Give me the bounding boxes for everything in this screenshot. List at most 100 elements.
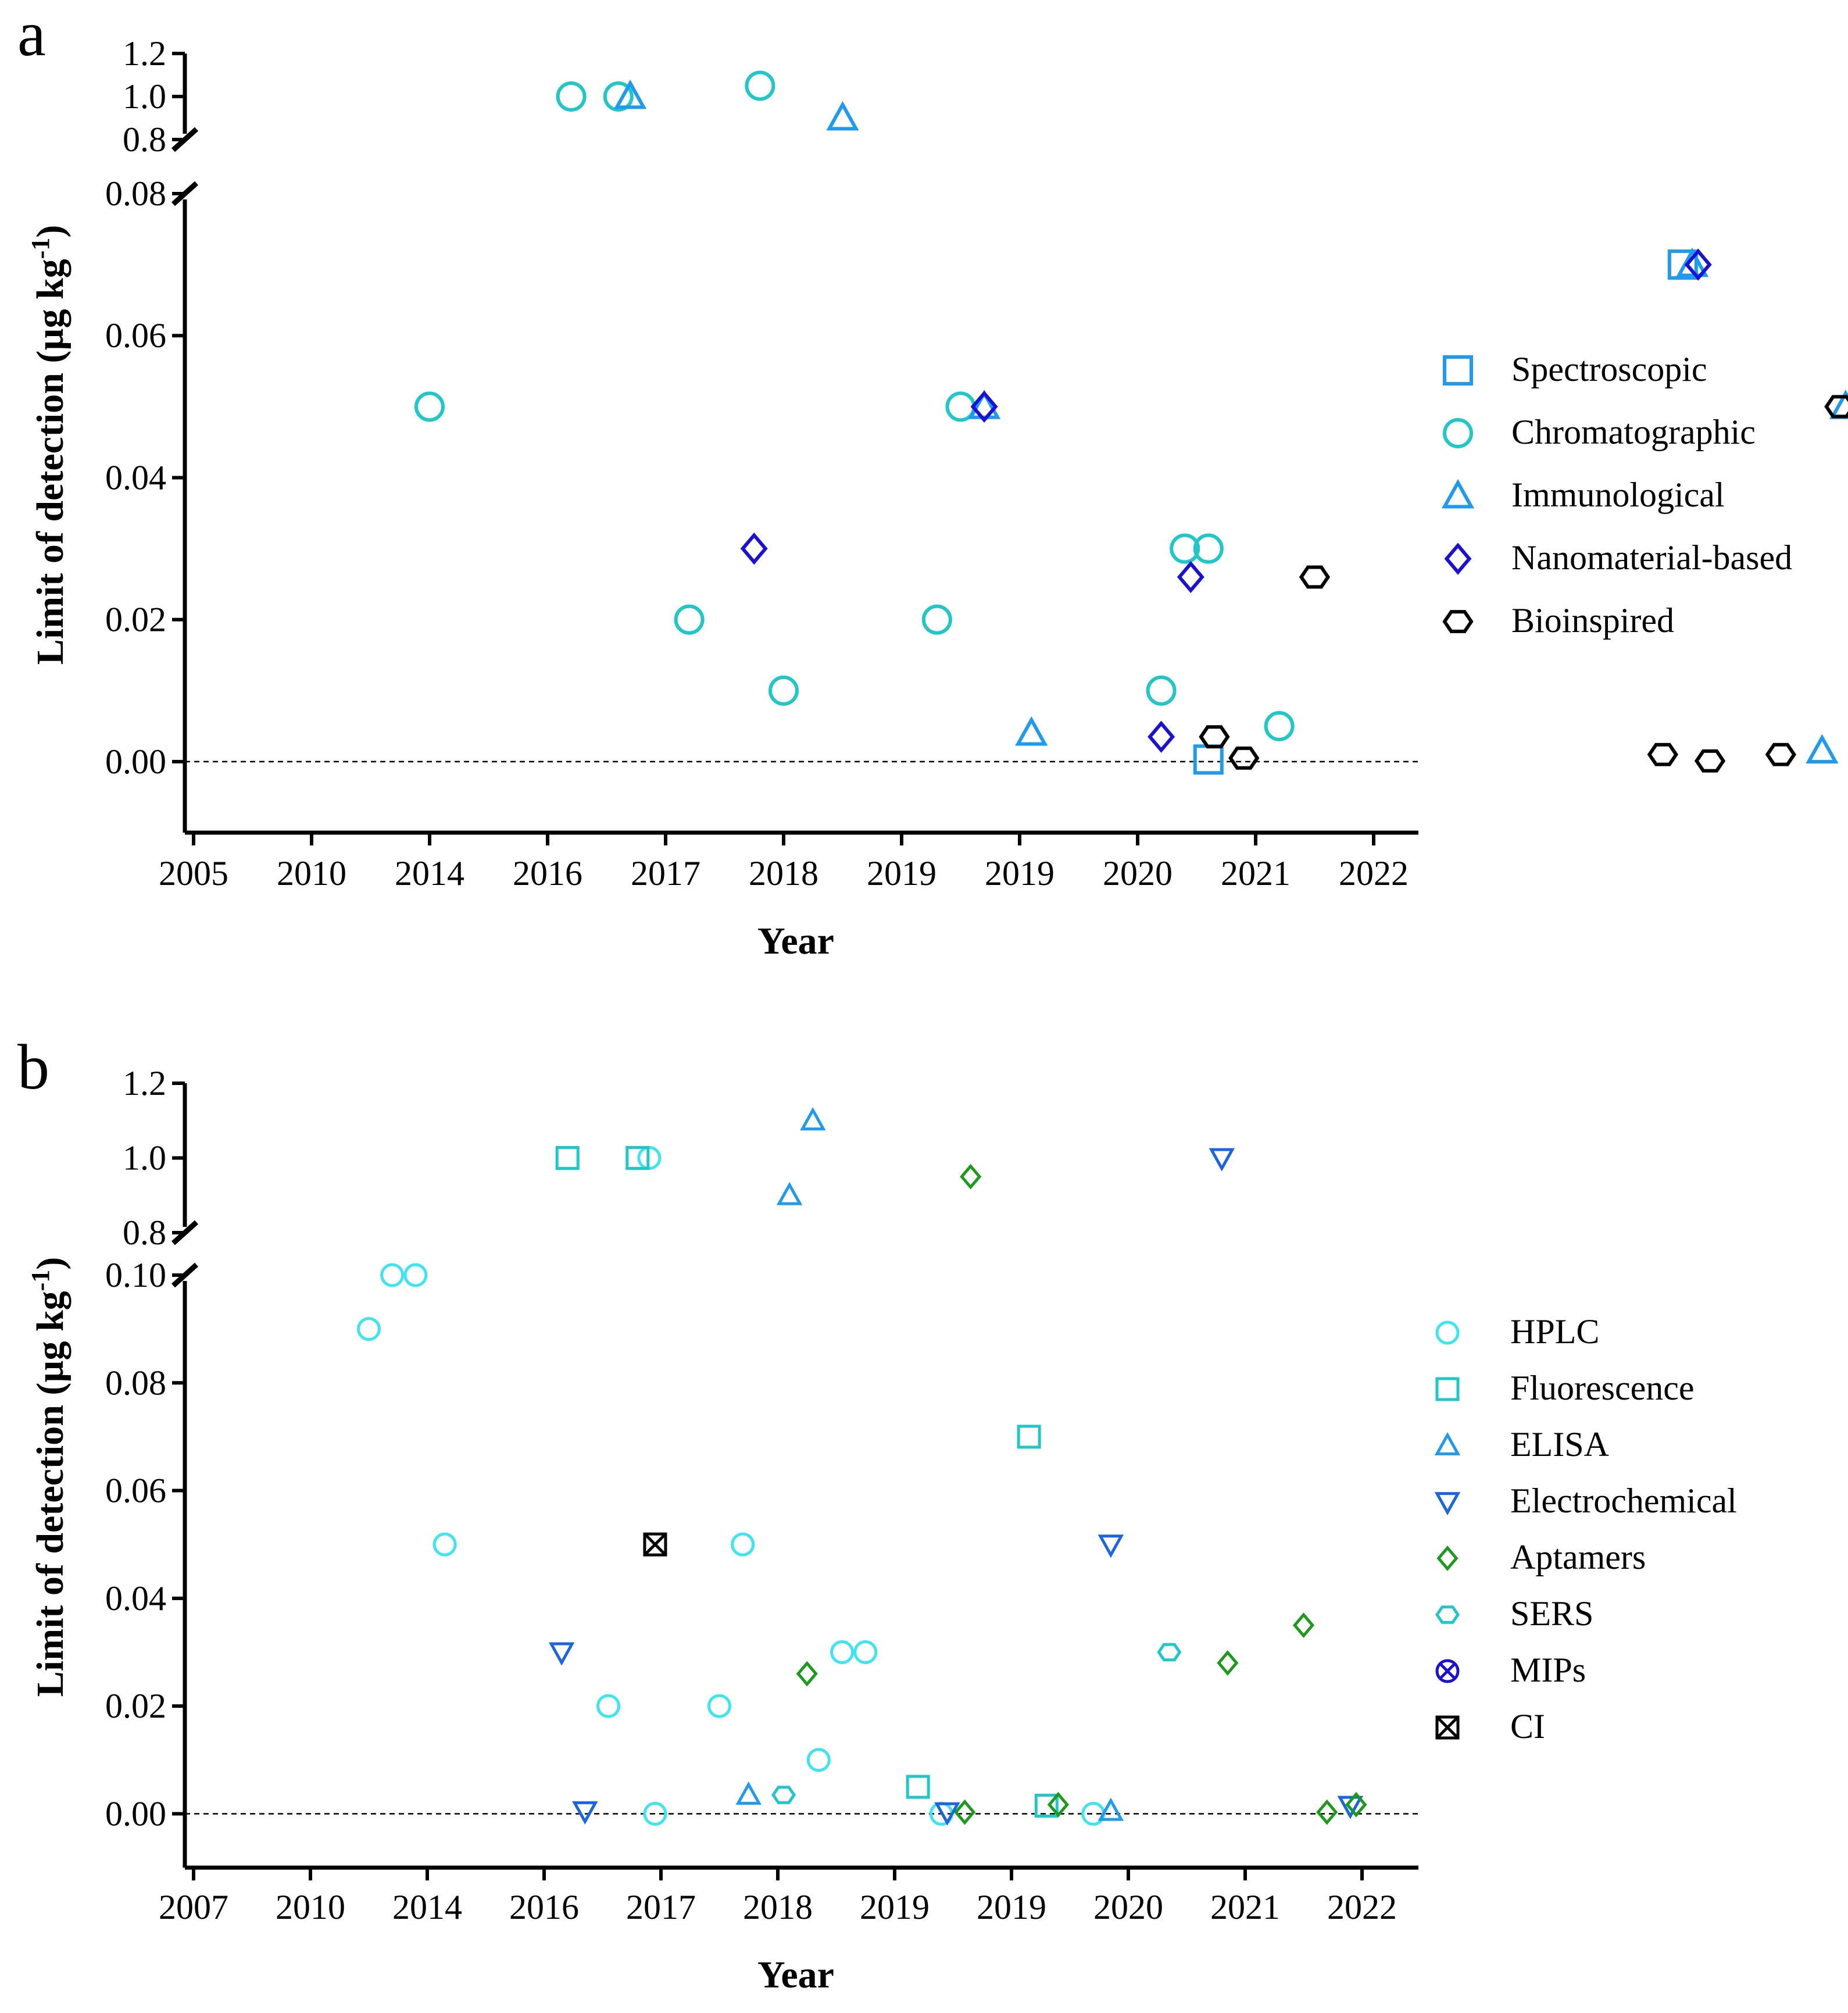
data-point (1098, 1797, 1124, 1821)
x-tick-label: 2016 (509, 1888, 579, 1926)
data-point (614, 79, 647, 109)
x-tick-label: 2022 (1339, 854, 1409, 893)
y-tick-label: 0.8 (123, 120, 166, 159)
legend-label: CI (1510, 1707, 1545, 1746)
data-point (707, 1694, 731, 1718)
legend-label: Nanomaterial-based (1511, 538, 1792, 577)
series-ci (643, 1532, 667, 1557)
x-axis-title: Year (757, 920, 834, 962)
y-tick-label: 1.2 (123, 34, 166, 73)
legend-label: Immunological (1511, 476, 1725, 514)
y-tick-label: 0.06 (105, 316, 166, 355)
y-tick-label: 0.08 (105, 1364, 166, 1402)
series-sers (771, 1643, 1182, 1804)
data-point (1047, 1791, 1069, 1818)
data-point (414, 391, 445, 422)
data-point (1170, 533, 1200, 564)
data-point (1264, 711, 1295, 741)
x-axis-title: Year (757, 1954, 834, 1996)
data-point (643, 1801, 667, 1826)
legend-label: HPLC (1510, 1312, 1599, 1351)
data-point (1292, 1612, 1315, 1638)
data-point (970, 390, 998, 423)
y-tick-label: 1.0 (123, 77, 166, 116)
data-point (403, 1263, 428, 1287)
legend-marker (1434, 1492, 1461, 1516)
data-point (1647, 743, 1678, 766)
y-axis-title: Limit of detection (µg kg-1) (26, 225, 72, 665)
y-tick-label: 0.00 (105, 1794, 166, 1833)
y-tick-label: 0.02 (105, 601, 166, 639)
x-tick-label: 2019 (860, 1888, 930, 1926)
data-point (740, 532, 768, 565)
data-point (745, 70, 775, 101)
data-point (596, 1694, 621, 1718)
data-point (1034, 1793, 1059, 1818)
legend-label: ELISA (1510, 1425, 1609, 1464)
data-point (830, 1640, 855, 1664)
legend-label: SERS (1510, 1594, 1593, 1633)
data-point (1345, 1791, 1367, 1818)
data-point (1199, 725, 1230, 749)
legend-marker (1435, 1659, 1460, 1683)
y-tick-label: 0.8 (123, 1213, 166, 1252)
data-point (906, 1775, 930, 1799)
data-point (357, 1317, 381, 1341)
data-point (674, 604, 705, 635)
data-point (643, 1532, 667, 1557)
data-point (603, 81, 634, 112)
data-point (1299, 565, 1331, 589)
panel-b: b 0.8 1.0 1.2 0.00 0.02 0.04 0.06 0.08 0.10 2007 20… (17, 1032, 1737, 1996)
x-tick-label: 2018 (743, 1888, 813, 1926)
data-point (1316, 1799, 1338, 1825)
data-point (1694, 749, 1726, 773)
data-point (1337, 1796, 1364, 1819)
x-tick-label: 2020 (1103, 854, 1173, 893)
data-point (1148, 720, 1175, 753)
data-point (934, 1802, 960, 1826)
data-point (1157, 1643, 1182, 1662)
y-tick-label: 0.08 (105, 174, 166, 213)
data-point (1684, 248, 1712, 281)
data-point (806, 1748, 831, 1772)
legend-label: Chromatographic (1511, 413, 1756, 451)
x-tick-label: 2018 (749, 854, 818, 893)
x-tick-label: 2019 (977, 1888, 1046, 1926)
data-point (572, 1801, 598, 1825)
series-hplc (357, 1146, 1106, 1826)
series-aptamers (796, 1163, 1367, 1825)
data-point (800, 1107, 826, 1131)
x-tick-label: 2005 (159, 854, 228, 893)
x-tick-label: 2007 (159, 1888, 228, 1926)
data-point (625, 1146, 650, 1170)
series-electrochemical (548, 1148, 1364, 1826)
data-point (1217, 1650, 1239, 1676)
legend-label: MIPs (1510, 1651, 1586, 1689)
legend-marker (1435, 1320, 1460, 1345)
legend-marker (1442, 610, 1474, 633)
x-tick-label: 2010 (277, 854, 346, 893)
y-tick-label: 0.06 (105, 1472, 166, 1510)
legend-label: Bioinspired (1511, 601, 1674, 640)
legend-label: Spectroscopic (1511, 350, 1707, 388)
panel-letter: a (17, 0, 46, 69)
data-point (1015, 716, 1048, 746)
data-point (954, 1799, 976, 1825)
data-point (548, 1642, 575, 1666)
data-point (1177, 561, 1204, 594)
panel-a: a 0.8 1.0 1.2 0.00 0.02 0.04 0.06 0.08 2005 2010 20… (17, 0, 1848, 962)
data-point (731, 1532, 755, 1557)
data-point (960, 1163, 982, 1190)
data-point (1824, 395, 1848, 419)
data-point (921, 604, 952, 635)
data-point (380, 1263, 405, 1287)
x-tick-label: 2017 (631, 854, 700, 893)
x-tick-label: 2010 (276, 1888, 345, 1926)
x-tick-label: 2021 (1210, 1888, 1280, 1926)
data-point (432, 1532, 457, 1557)
x-tick-label: 2017 (626, 1888, 696, 1926)
data-point (771, 1786, 796, 1804)
data-point (1765, 743, 1796, 766)
data-point (796, 1661, 818, 1687)
